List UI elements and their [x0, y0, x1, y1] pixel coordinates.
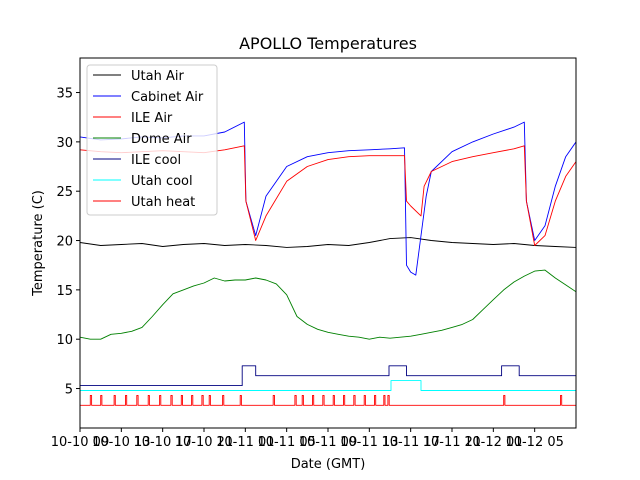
x-tick-label: 10-10 09: [51, 435, 109, 450]
legend-label-cabinet-air: Cabinet Air: [131, 90, 204, 105]
legend-label-dome-air: Dome Air: [131, 132, 192, 147]
legend-label-utah-air: Utah Air: [131, 69, 184, 84]
x-tick-label: 10-10 17: [133, 435, 191, 450]
series-ile-cool-line: [80, 365, 576, 387]
series-utah-heat-line: [80, 394, 576, 406]
y-tick-label: 35: [56, 87, 73, 102]
series-utah-air-line: [80, 237, 576, 248]
legend-label-ile-cool: ILE cool: [131, 153, 181, 168]
y-tick-label: 5: [65, 383, 73, 398]
x-tick-label: 10-11 05: [257, 435, 315, 450]
legend-label-ile-air: ILE Air: [131, 111, 173, 126]
x-axis-label: Date (GMT): [291, 457, 366, 472]
x-tick-label: 10-11 09: [299, 435, 357, 450]
x-tick-label: 10-11 17: [381, 435, 439, 450]
y-tick-label: 25: [56, 185, 73, 200]
chart-title: APOLLO Temperatures: [239, 34, 417, 53]
plot-frame: [79, 57, 577, 429]
y-tick-label: 30: [56, 136, 73, 151]
x-tick-label: 10-12 01: [464, 435, 522, 450]
y-tick-label: 20: [56, 235, 73, 250]
series-utah-cool-line: [80, 380, 576, 391]
legend-label-utah-heat: Utah heat: [131, 195, 195, 210]
x-tick-label: 10-11 01: [216, 435, 274, 450]
x-tick-label: 10-10 13: [92, 435, 150, 450]
y-axis-label: Temperature (C): [31, 190, 46, 297]
legend-label-utah-cool: Utah cool: [131, 174, 193, 189]
y-tick-label: 15: [56, 284, 73, 299]
x-tick-label: 10-12 05: [505, 435, 563, 450]
x-tick-label: 10-11 21: [423, 435, 481, 450]
series-dome-air-line: [80, 269, 576, 340]
x-tick-label: 10-11 13: [340, 435, 398, 450]
legend: Utah Air Cabinet Air ILE Air Dome Air ILE co…: [86, 64, 218, 216]
legend-box: [86, 64, 218, 216]
x-tick-label: 10-10 21: [175, 435, 233, 450]
y-axis: 5 10 15 20 25 30 35: [56, 87, 80, 398]
y-tick-label: 10: [56, 333, 73, 348]
